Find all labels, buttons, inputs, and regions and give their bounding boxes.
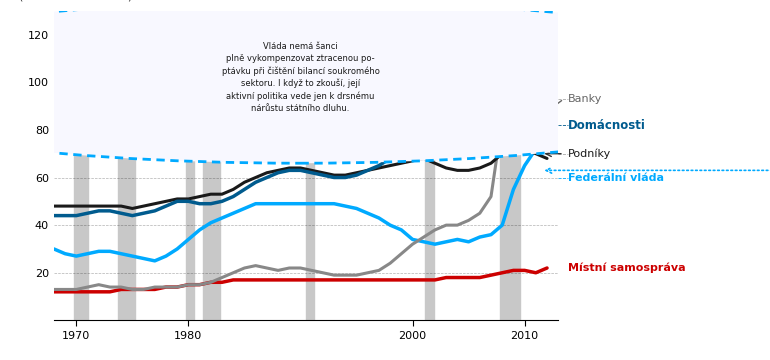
Bar (425, 11, 434, 320)
Bar (306, 11, 314, 320)
Text: Podníky: Podníky (568, 148, 611, 159)
Bar (74, 11, 88, 320)
Text: Banky: Banky (568, 94, 603, 104)
Bar (186, 11, 194, 320)
Bar (118, 11, 135, 320)
Bar (203, 11, 219, 320)
Bar (500, 11, 521, 320)
Text: Místní samospráva: Místní samospráva (568, 263, 686, 273)
Ellipse shape (0, 1, 770, 163)
Text: Vláda nemá šanci
plně vykompenzovat ztracenou po-
ptávku při čištění bilancí sou: Vláda nemá šanci plně vykompenzovat ztra… (222, 42, 380, 113)
Text: Federální vláda: Federální vláda (568, 172, 665, 183)
Text: (zadlužení v % HDP): (zadlužení v % HDP) (18, 0, 132, 2)
Text: Domácnosti: Domácnosti (568, 118, 646, 132)
